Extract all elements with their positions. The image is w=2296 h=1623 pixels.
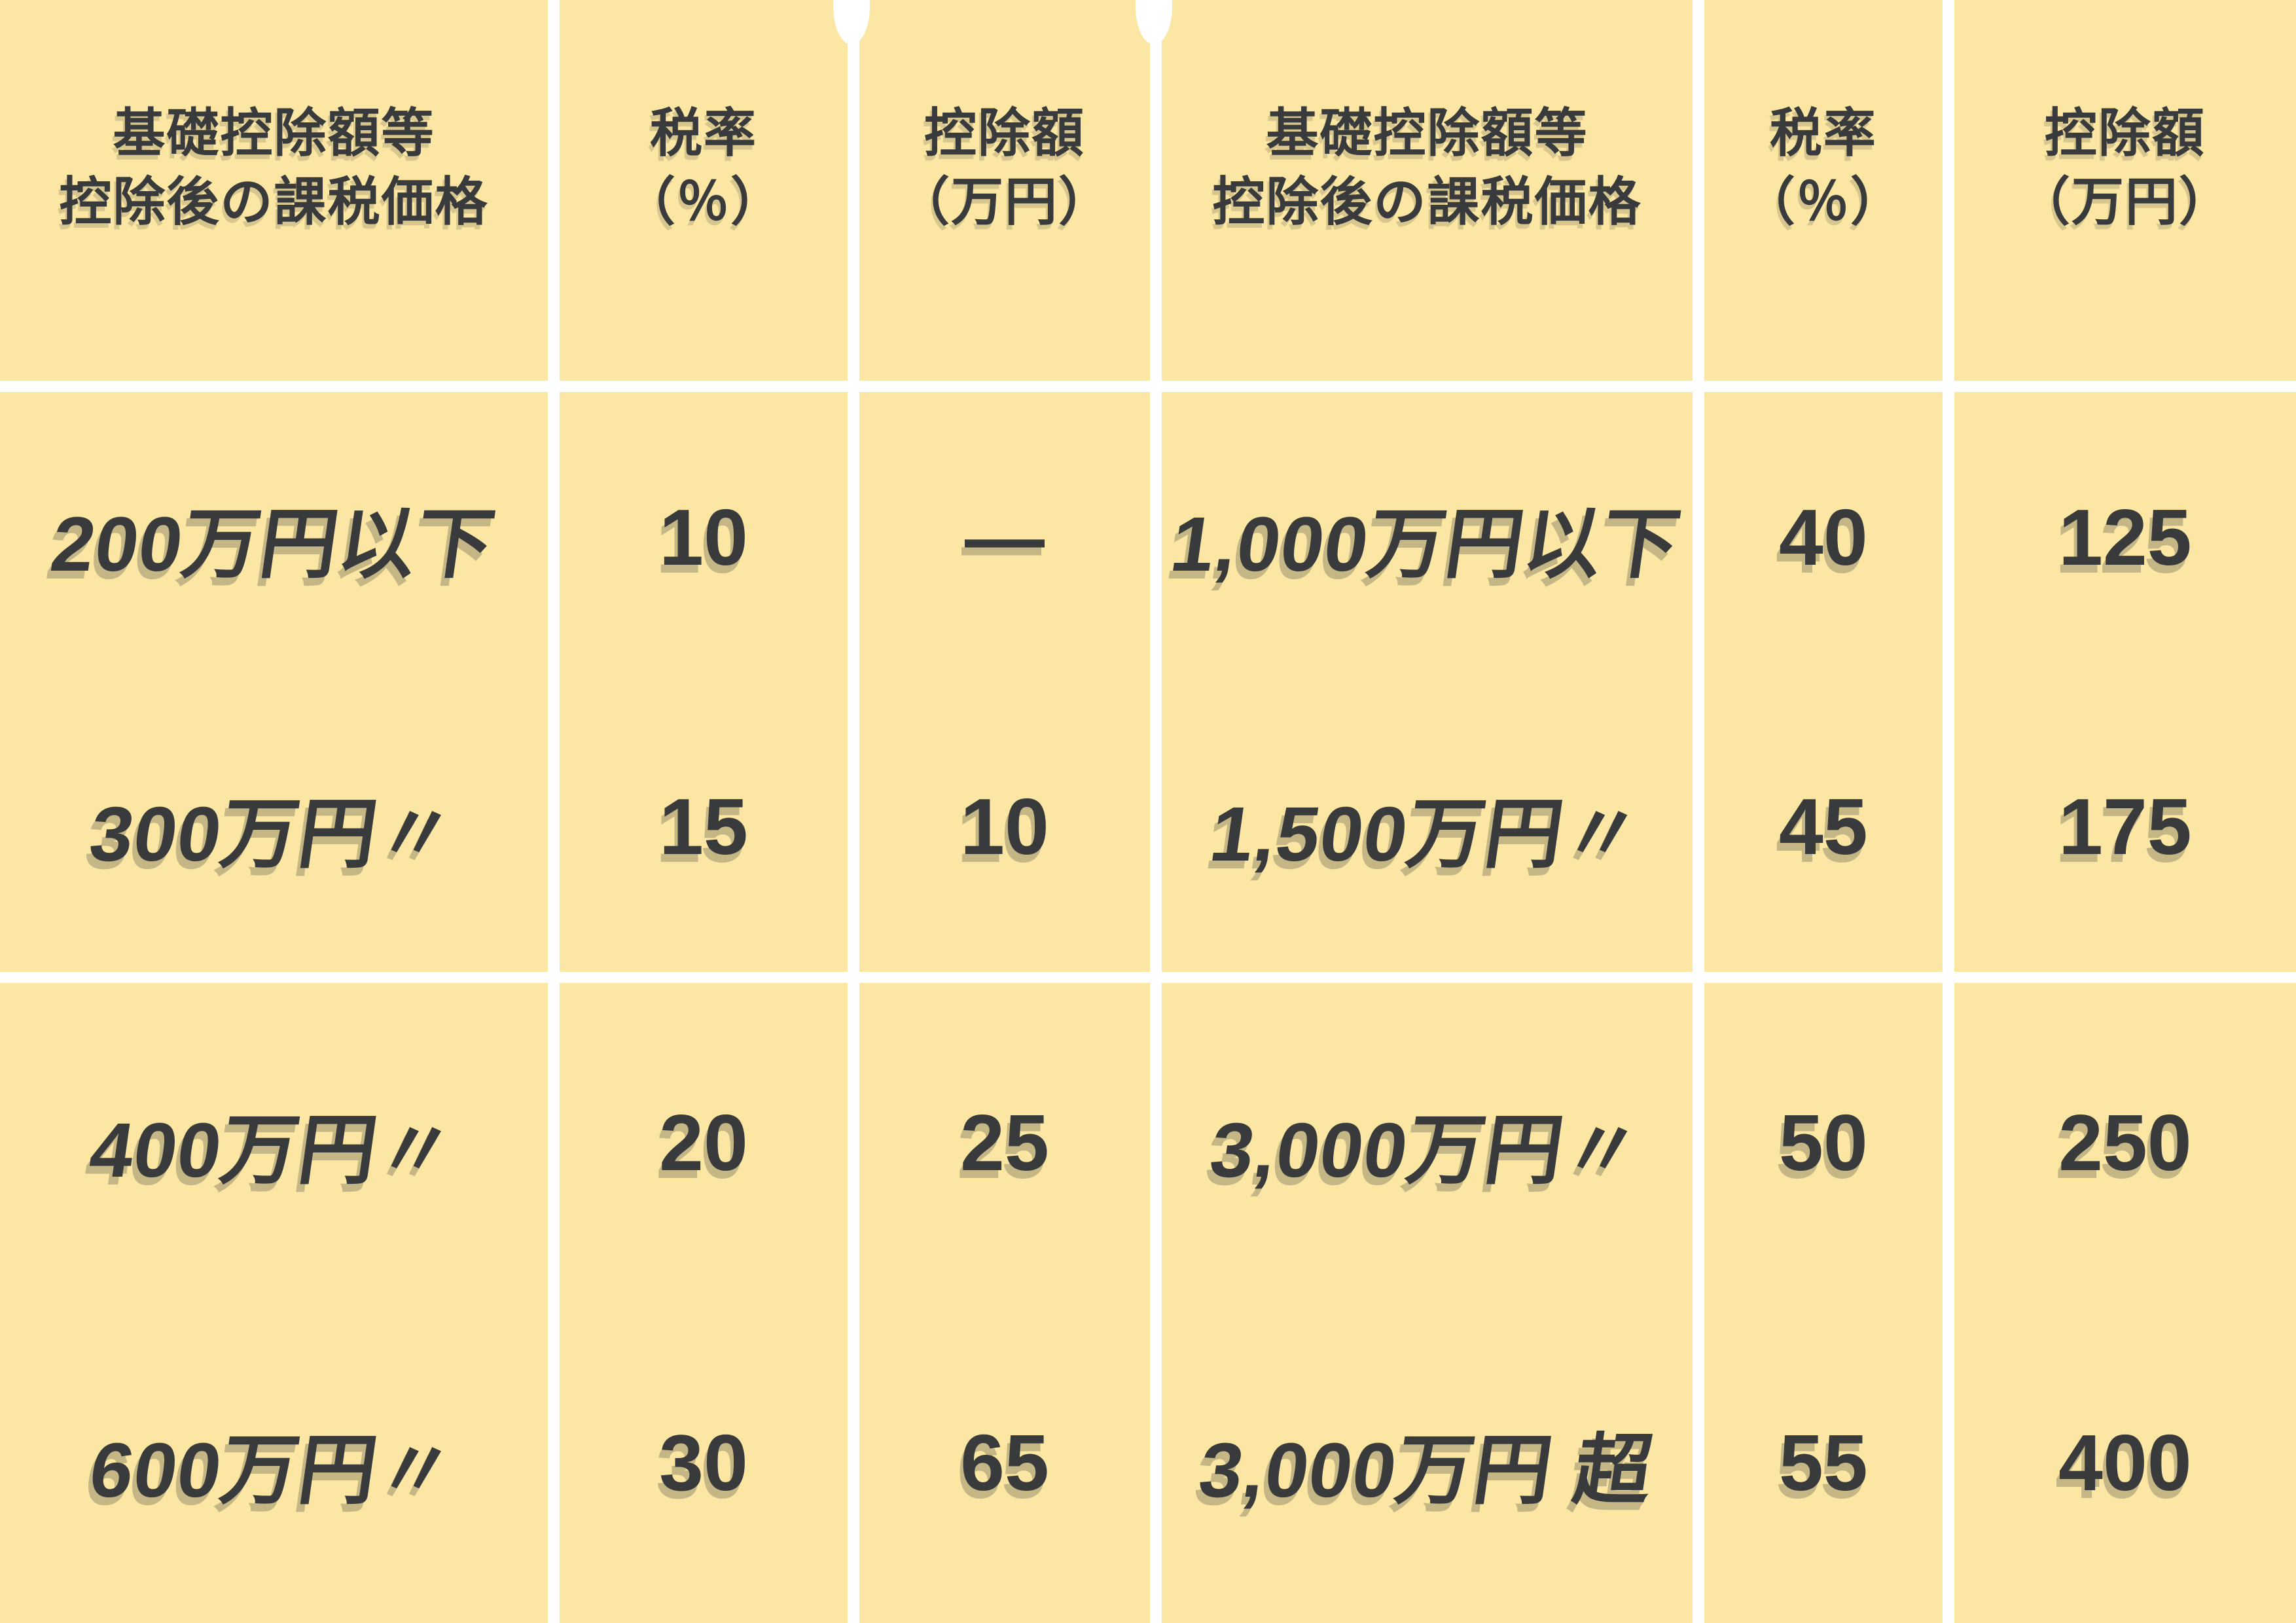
left-row1-price: 200万円以下 [45,501,501,588]
cell-right-rate-rows-3-4: 50 55 [1704,982,1943,1623]
header-taxable-price-left-line2: 控除後の課税価格 [59,173,489,232]
left-row1-rate: 10 [659,492,748,582]
header-cell-deduction-left: 控除額 （万円） [859,0,1151,382]
cell-left-rate-rows-3-4: 20 30 [559,982,848,1623]
header-cell-tax-rate-left: 税率 （％） [559,0,848,382]
left-row2-deduction: 10 [960,782,1049,872]
right-row4-price: 3,000万円 超 [1194,1427,1659,1514]
left-row3-deduction: 25 [960,1098,1049,1188]
right-row1-price: 1,000万円以下 [1166,501,1687,588]
left-row2-price: 300万円〃 [84,791,461,878]
cell-right-deduction-rows-3-4: 250 400 [1954,982,2296,1623]
left-row2-rate: 15 [659,782,748,872]
left-row4-deduction: 65 [960,1418,1049,1508]
header-deduction-left-line1: 控除額 [924,103,1085,162]
header-taxable-price-left-line1: 基礎控除額等 [113,103,435,162]
right-row4-deduction: 400 [2058,1418,2192,1508]
cell-right-price-rows-3-4: 3,000万円〃 3,000万円 超 [1162,982,1693,1623]
header-cell-deduction-right: 控除額 （万円） [1954,0,2296,382]
cell-left-rate-rows-1-2: 10 15 [559,392,848,972]
right-row2-deduction: 175 [2058,782,2192,872]
left-row3-price: 400万円〃 [84,1107,461,1194]
right-row1-rate: 40 [1778,492,1868,582]
left-row1-deduction: — [964,492,1045,582]
right-row3-deduction: 250 [2058,1098,2192,1188]
header-cell-tax-rate-right: 税率 （％） [1704,0,1943,382]
left-row4-rate: 30 [659,1418,748,1508]
left-row4-price: 600万円〃 [84,1427,461,1514]
header-cell-taxable-price-right: 基礎控除額等 控除後の課税価格 [1162,0,1693,382]
header-deduction-right-line2: （万円） [2017,173,2233,232]
cell-right-rate-rows-1-2: 40 45 [1704,392,1943,972]
right-row3-rate: 50 [1778,1098,1868,1188]
header-tax-rate-right-line2: （％） [1742,173,1904,232]
header-tax-rate-left-line1: 税率 [649,103,757,162]
right-row2-price: 1,500万円〃 [1204,791,1647,878]
cell-right-deduction-rows-1-2: 125 175 [1954,392,2296,972]
cell-right-price-rows-1-2: 1,000万円以下 1,500万円〃 [1162,392,1693,972]
cell-left-deduction-rows-1-2: — 10 [859,392,1151,972]
header-cell-taxable-price-left: 基礎控除額等 控除後の課税価格 [0,0,548,382]
header-tax-rate-right-line1: 税率 [1769,103,1877,162]
header-taxable-price-right-line1: 基礎控除額等 [1266,103,1588,162]
right-row3-price: 3,000万円〃 [1204,1107,1647,1194]
right-row4-rate: 55 [1778,1418,1868,1508]
cell-left-deduction-rows-3-4: 25 65 [859,982,1151,1623]
right-row2-rate: 45 [1778,782,1868,872]
header-deduction-left-line2: （万円） [897,173,1112,232]
left-row3-rate: 20 [659,1098,748,1188]
cell-left-price-rows-1-2: 200万円以下 300万円〃 [0,392,548,972]
header-taxable-price-right-line2: 控除後の課税価格 [1212,173,1642,232]
header-tax-rate-left-line2: （％） [622,173,784,232]
header-deduction-right-line1: 控除額 [2044,103,2206,162]
right-row1-deduction: 125 [2058,492,2192,582]
cell-left-price-rows-3-4: 400万円〃 600万円〃 [0,982,548,1623]
